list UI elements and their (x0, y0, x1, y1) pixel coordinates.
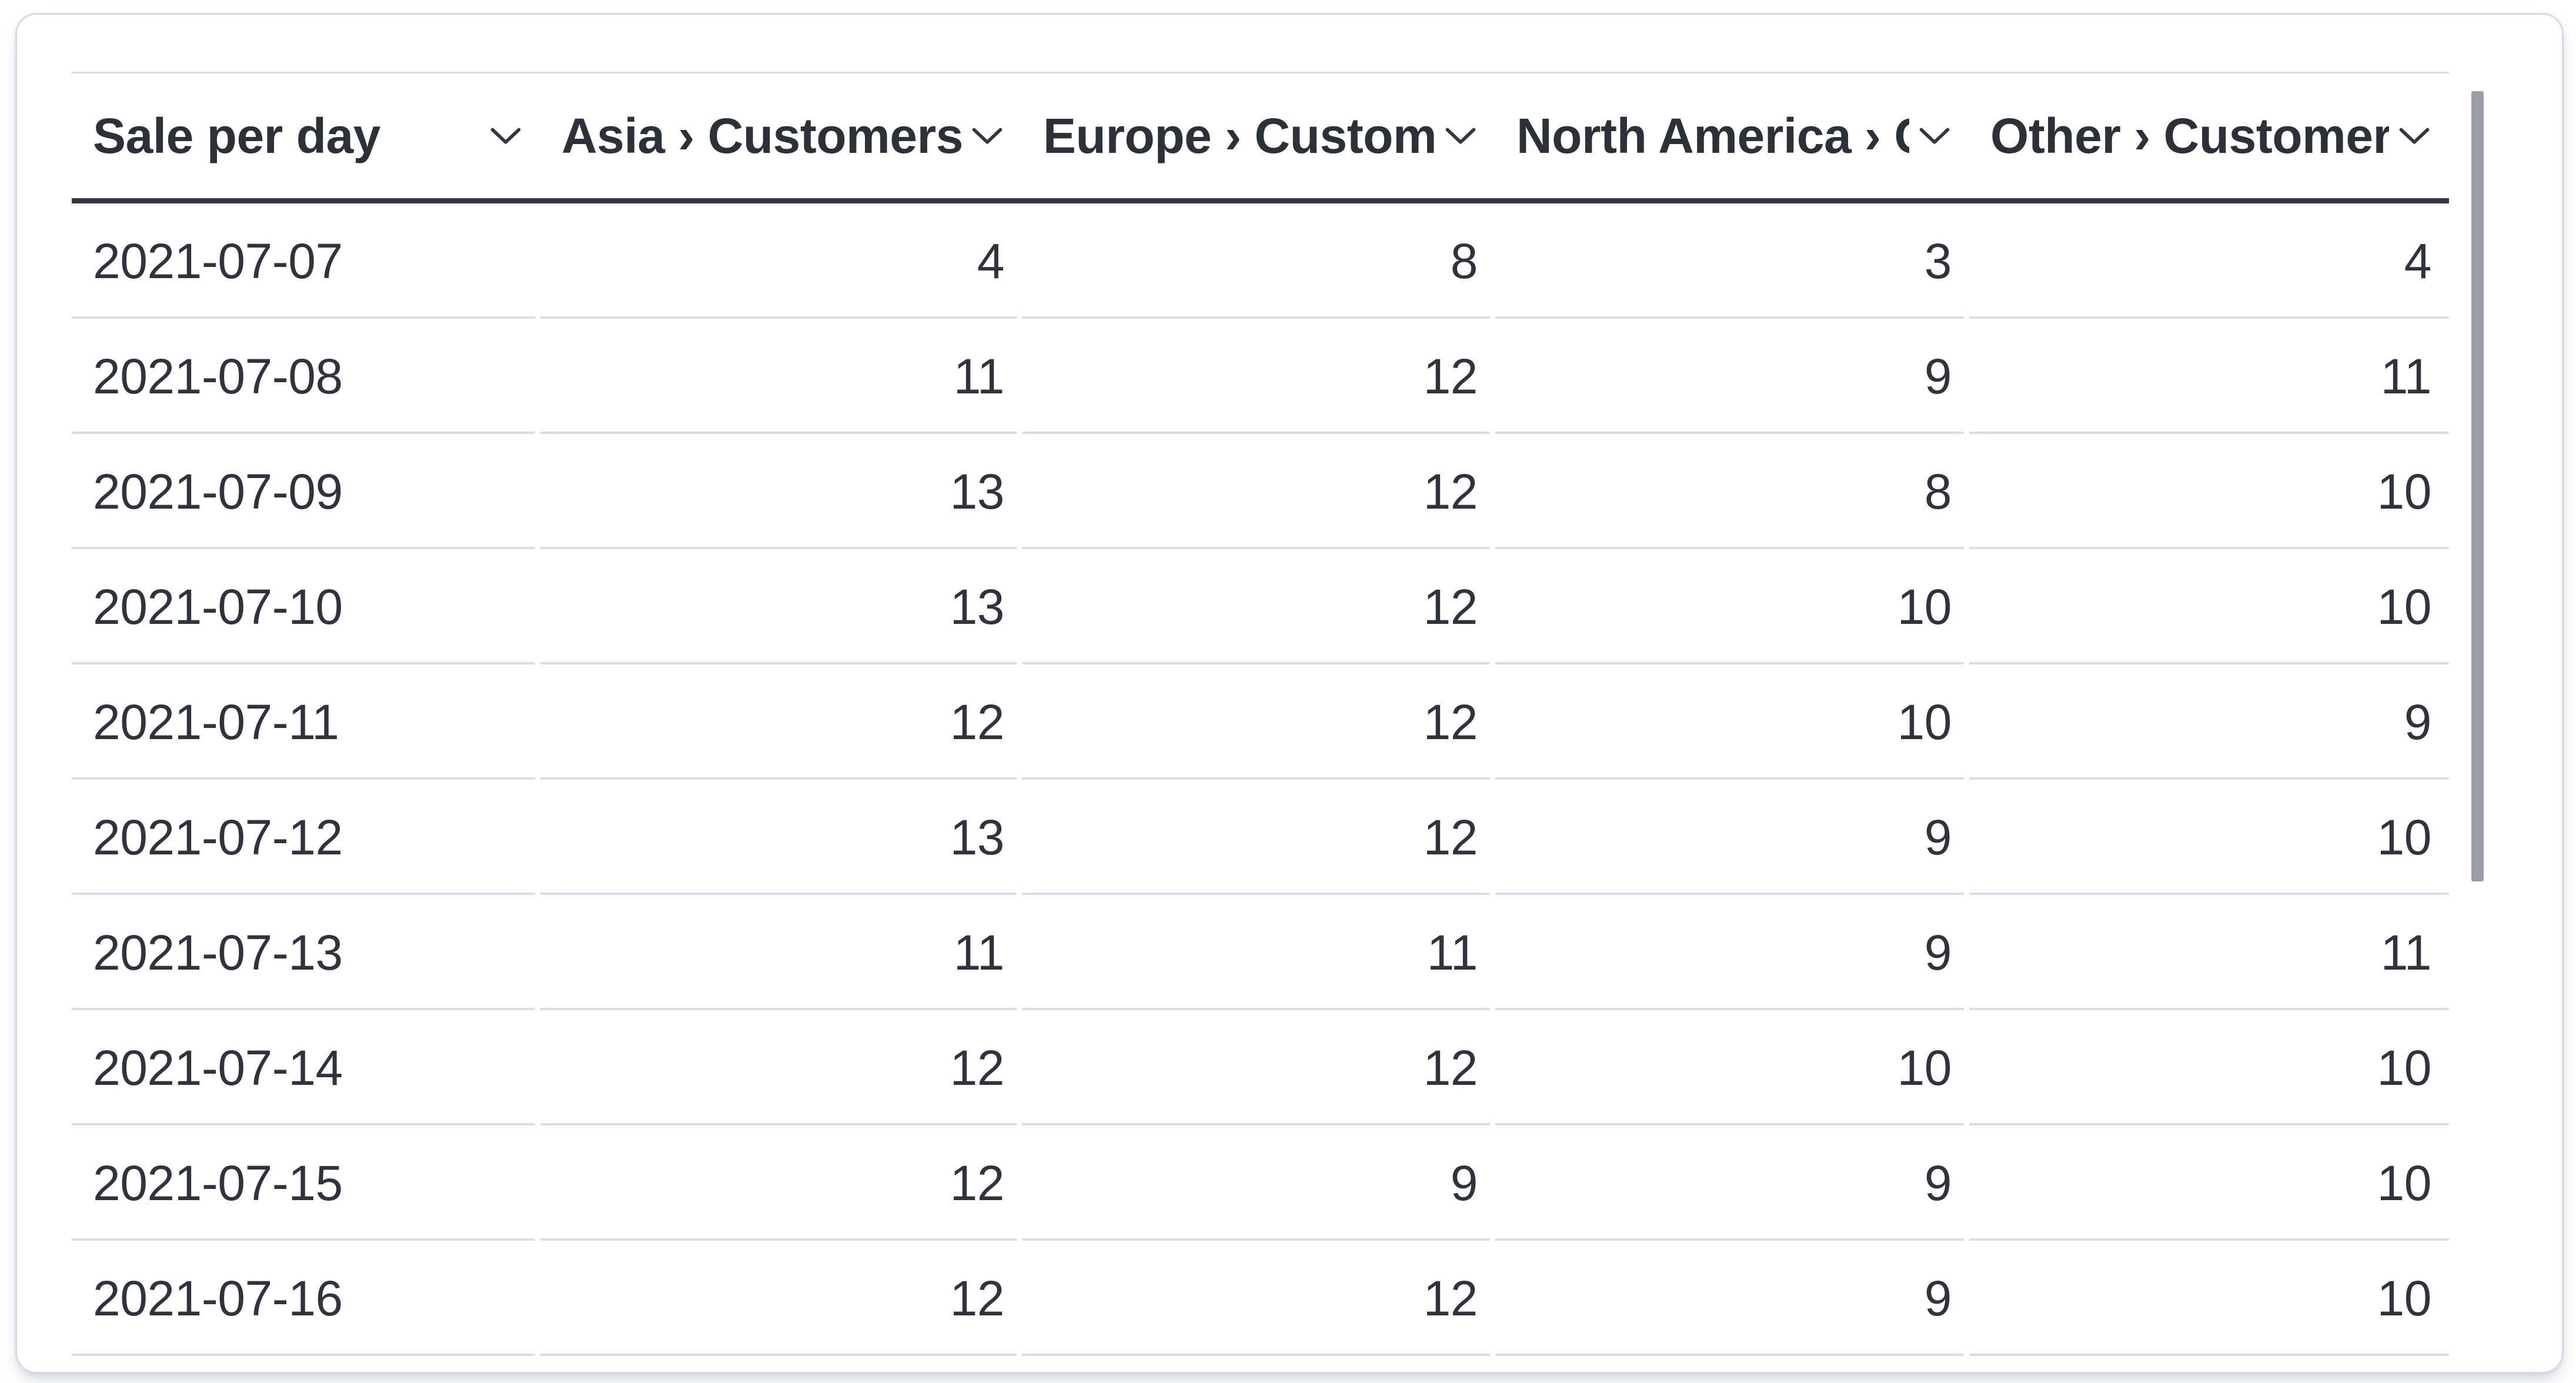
column-header-label: Asia › Customers (562, 108, 962, 163)
value-cell: 12 (1022, 780, 1495, 895)
date-cell: 2021-07-13 (72, 895, 540, 1010)
table-row: 2021-07-13 11 11 9 11 (72, 895, 2449, 1010)
date-cell: 2021-07-07 (72, 203, 540, 319)
value-cell: 11 (540, 319, 1022, 434)
value-cell: 12 (1022, 549, 1495, 664)
value-cell: 10 (1969, 1125, 2449, 1241)
chevron-down-icon[interactable] (490, 126, 522, 145)
date-cell: 2021-07-12 (72, 780, 540, 895)
table-row: 2021-07-14 12 12 10 10 (72, 1010, 2449, 1125)
date-cell: 2021-07-16 (72, 1241, 540, 1356)
value-cell: 12 (540, 664, 1022, 780)
column-header-north-america-customers[interactable]: North America › Customers (1495, 74, 1969, 198)
date-cell: 2021-07-08 (72, 319, 540, 434)
value-cell: 4 (1969, 203, 2449, 319)
value-cell: 12 (540, 1241, 1022, 1356)
value-cell: 12 (1022, 319, 1495, 434)
date-cell: 2021-07-14 (72, 1010, 540, 1125)
column-header-label: Europe › Customers (1043, 108, 1435, 163)
value-cell: 9 (1495, 319, 1969, 434)
column-header-label: North America › Customers (1516, 108, 1909, 163)
date-cell: 2021-07-10 (72, 549, 540, 664)
value-cell: 9 (1495, 1125, 1969, 1241)
value-cell: 9 (1969, 664, 2449, 780)
table-row: 2021-07-09 13 12 8 10 (72, 434, 2449, 549)
value-cell: 8 (1495, 434, 1969, 549)
datatable-card: Sale per day Asia › Customers Europe › C… (15, 13, 2564, 1374)
value-cell: 12 (1022, 434, 1495, 549)
chevron-down-icon[interactable] (1445, 126, 1476, 145)
date-cell: 2021-07-11 (72, 664, 540, 780)
table-header-row: Sale per day Asia › Customers Europe › C… (72, 72, 2449, 203)
value-cell: 9 (1495, 780, 1969, 895)
value-cell: 11 (540, 895, 1022, 1010)
table-row: 2021-07-12 13 12 9 10 (72, 780, 2449, 895)
column-header-asia-customers[interactable]: Asia › Customers (540, 74, 1022, 198)
table-row: 2021-07-10 13 12 10 10 (72, 549, 2449, 664)
column-header-label: Sale per day (93, 108, 380, 163)
value-cell: 12 (1022, 1010, 1495, 1125)
date-cell: 2021-07-09 (72, 434, 540, 549)
value-cell: 11 (1022, 895, 1495, 1010)
value-cell: 8 (1022, 203, 1495, 319)
value-cell: 9 (1022, 1125, 1495, 1241)
value-cell: 10 (1495, 664, 1969, 780)
value-cell: 13 (540, 780, 1022, 895)
chevron-down-icon[interactable] (1919, 126, 1950, 145)
value-cell: 10 (1969, 1010, 2449, 1125)
value-cell: 11 (1969, 319, 2449, 434)
table-row: 2021-07-08 11 12 9 11 (72, 319, 2449, 434)
value-cell: 12 (1022, 664, 1495, 780)
value-cell: 10 (1969, 434, 2449, 549)
chevron-down-icon[interactable] (2398, 126, 2430, 145)
value-cell: 11 (1969, 895, 2449, 1010)
value-cell: 13 (540, 434, 1022, 549)
column-header-other-customers[interactable]: Other › Customers (1969, 74, 2449, 198)
table-row: 2021-07-15 12 9 9 10 (72, 1125, 2449, 1241)
value-cell: 10 (1495, 549, 1969, 664)
value-cell: 12 (540, 1010, 1022, 1125)
value-cell: 12 (540, 1125, 1022, 1241)
value-cell: 9 (1495, 1241, 1969, 1356)
value-cell: 10 (1969, 780, 2449, 895)
value-cell: 10 (1495, 1010, 1969, 1125)
value-cell: 10 (1969, 549, 2449, 664)
table-row: 2021-07-16 12 12 9 10 (72, 1241, 2449, 1356)
value-cell: 4 (540, 203, 1022, 319)
table-body: 2021-07-07 4 8 3 4 2021-07-08 11 12 9 11… (72, 203, 2449, 1356)
date-cell: 2021-07-15 (72, 1125, 540, 1241)
value-cell: 13 (540, 549, 1022, 664)
value-cell: 10 (1969, 1241, 2449, 1356)
value-cell: 9 (1495, 895, 1969, 1010)
vertical-scrollbar-thumb[interactable] (2471, 91, 2484, 881)
table-row: 2021-07-11 12 12 10 9 (72, 664, 2449, 780)
column-header-europe-customers[interactable]: Europe › Customers (1022, 74, 1495, 198)
data-table: Sale per day Asia › Customers Europe › C… (72, 72, 2449, 1356)
value-cell: 3 (1495, 203, 1969, 319)
chevron-down-icon[interactable] (971, 126, 1003, 145)
table-row: 2021-07-07 4 8 3 4 (72, 203, 2449, 319)
value-cell: 12 (1022, 1241, 1495, 1356)
column-header-sale-per-day[interactable]: Sale per day (72, 74, 540, 198)
column-header-label: Other › Customers (1990, 108, 2389, 163)
